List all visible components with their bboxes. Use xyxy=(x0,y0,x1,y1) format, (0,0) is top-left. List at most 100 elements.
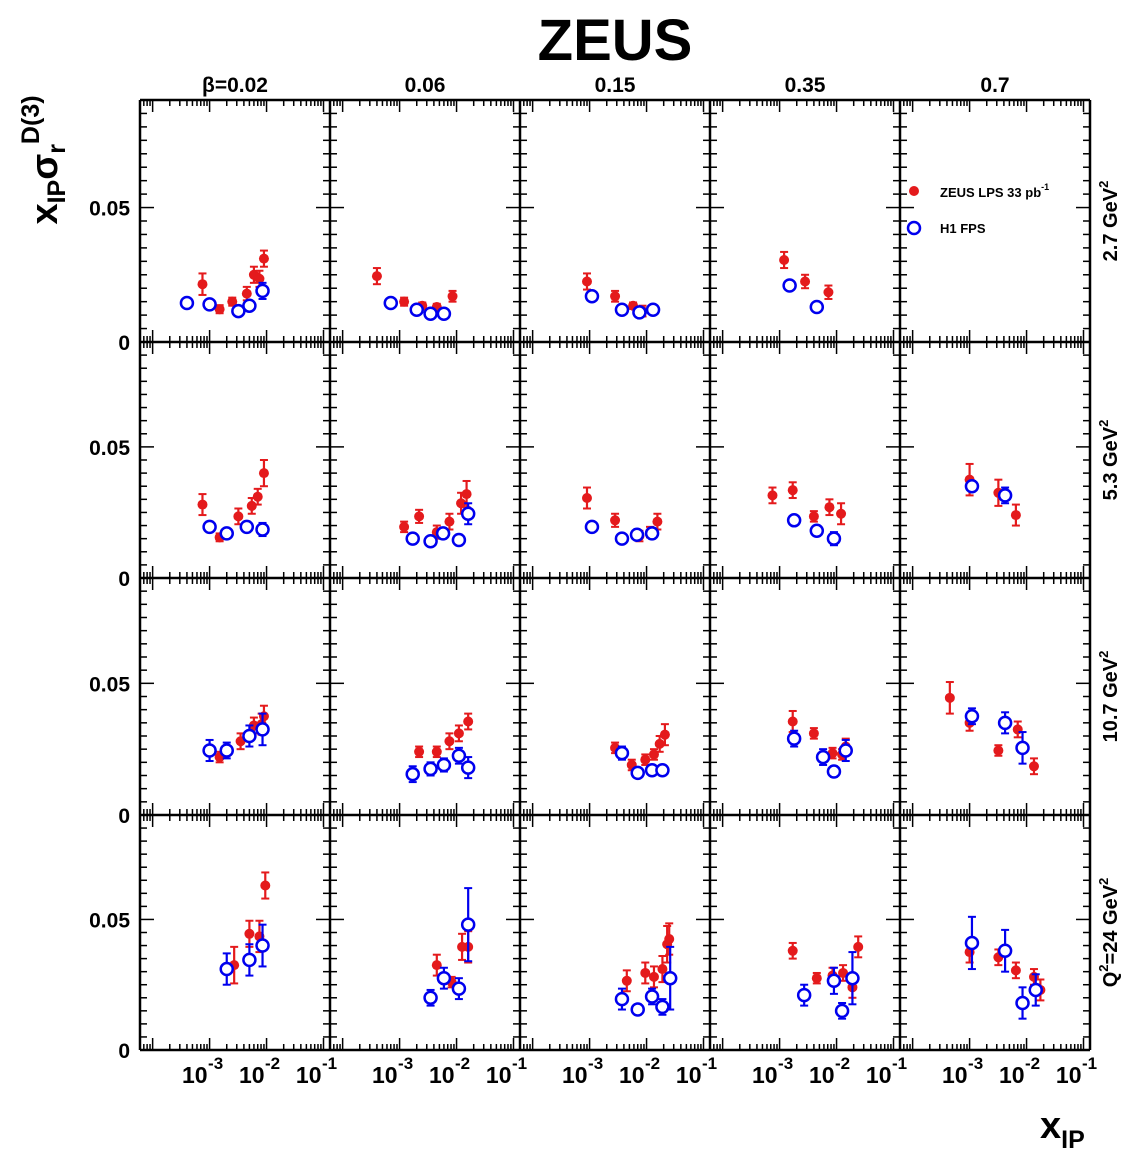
h1-point xyxy=(460,506,476,522)
h1-point xyxy=(826,764,842,779)
zeus-point xyxy=(767,490,778,501)
zeus-point xyxy=(808,511,819,522)
zeus-point xyxy=(648,971,659,982)
y-tick-label: 0 xyxy=(118,332,130,355)
zeus-point xyxy=(610,291,621,302)
y-tick-label: 0.05 xyxy=(89,673,130,696)
zeus-point xyxy=(258,253,269,264)
h1-point xyxy=(423,534,438,549)
h1-point xyxy=(451,532,467,548)
x-tick-exponent: -1 xyxy=(512,1054,527,1073)
h1-point xyxy=(834,1003,850,1019)
h1-point xyxy=(826,531,842,546)
h1-point xyxy=(655,999,670,1015)
zeus-point xyxy=(640,967,651,978)
h1-point xyxy=(964,709,980,724)
zeus-point xyxy=(447,291,458,302)
h1-point xyxy=(451,748,467,763)
x-tick-label: 10 xyxy=(676,1062,702,1088)
x-tick-exponent: -3 xyxy=(968,1054,983,1073)
x-tick-exponent: -3 xyxy=(588,1054,603,1073)
h1-point xyxy=(786,513,802,528)
zeus-point xyxy=(1010,510,1021,521)
zeus-point xyxy=(659,729,670,740)
zeus-point xyxy=(252,491,263,502)
beta-label: 0.15 xyxy=(595,74,636,97)
h1-point xyxy=(614,745,630,761)
h1-point xyxy=(423,761,438,777)
zeus-point xyxy=(824,502,835,513)
h1-point xyxy=(584,289,600,304)
y-axis-title: xIPσrD(3) xyxy=(17,95,71,224)
zeus-point xyxy=(652,516,663,527)
h1-point xyxy=(964,478,980,494)
h1-point xyxy=(630,1002,645,1017)
h1-point xyxy=(1015,740,1030,756)
h1-point xyxy=(409,302,424,317)
zeus-point xyxy=(581,493,592,504)
beta-label: 0.06 xyxy=(405,74,446,97)
q2-label: 2.7 GeV2 xyxy=(1096,181,1121,262)
zeus-point xyxy=(823,287,834,298)
x-tick-exponent: -2 xyxy=(835,1054,850,1073)
h1-point xyxy=(405,766,420,782)
zeus-point xyxy=(811,973,822,984)
h1-point xyxy=(423,306,438,322)
h1-point xyxy=(383,295,399,311)
h1-point xyxy=(436,306,452,322)
legend-h1-label: H1 FPS xyxy=(940,221,986,236)
zeus-point xyxy=(1010,965,1021,976)
zeus-point xyxy=(431,960,442,971)
h1-point xyxy=(451,981,467,996)
zeus-point xyxy=(640,754,651,765)
zeus-point xyxy=(657,964,668,975)
zeus-point xyxy=(414,746,425,757)
x-tick-exponent: -2 xyxy=(455,1054,470,1073)
zeus-point xyxy=(787,716,798,727)
h1-point xyxy=(815,749,831,765)
zeus-point xyxy=(461,489,472,500)
h1-point xyxy=(242,952,257,968)
y-tick-label: 0 xyxy=(118,1040,130,1063)
zeus-point xyxy=(254,273,265,284)
h1-point xyxy=(826,973,842,989)
zeus-point xyxy=(838,967,849,978)
h1-point xyxy=(782,278,797,293)
h1-point xyxy=(179,295,195,311)
zeus-point xyxy=(836,508,847,519)
x-tick-exponent: -1 xyxy=(1082,1054,1097,1073)
x-tick-label: 10 xyxy=(1056,1062,1082,1088)
h1-point xyxy=(255,283,270,299)
h1-point xyxy=(255,722,270,737)
x-tick-exponent: -2 xyxy=(645,1054,660,1073)
y-tick-label: 0 xyxy=(118,805,130,828)
h1-point xyxy=(1015,995,1030,1011)
zeus-point xyxy=(414,511,425,522)
x-tick-exponent: -3 xyxy=(208,1054,223,1073)
zeus-point xyxy=(453,728,464,739)
h1-point xyxy=(436,970,452,986)
zeus-point xyxy=(456,498,467,509)
h1-point xyxy=(630,765,645,781)
h1-point xyxy=(231,303,246,319)
h1-point xyxy=(997,943,1013,959)
x-tick-label: 10 xyxy=(942,1062,968,1088)
x-tick-label: 10 xyxy=(296,1062,322,1088)
x-tick-label: 10 xyxy=(182,1062,208,1088)
zeus-point xyxy=(260,880,271,891)
h1-point xyxy=(405,531,420,546)
h1-point xyxy=(460,917,476,932)
zeus-point xyxy=(779,254,790,265)
zeus-point xyxy=(787,485,798,496)
zeus-point xyxy=(241,288,252,299)
x-tick-exponent: -2 xyxy=(1025,1054,1040,1073)
x-tick-label: 10 xyxy=(809,1062,835,1088)
h1-point xyxy=(809,523,825,539)
h1-point xyxy=(202,519,217,535)
beta-label: 0.35 xyxy=(785,74,826,97)
h1-point xyxy=(435,526,451,541)
h1-point xyxy=(645,302,661,317)
x-tick-label: 10 xyxy=(372,1062,398,1088)
zeus-point xyxy=(214,304,225,315)
